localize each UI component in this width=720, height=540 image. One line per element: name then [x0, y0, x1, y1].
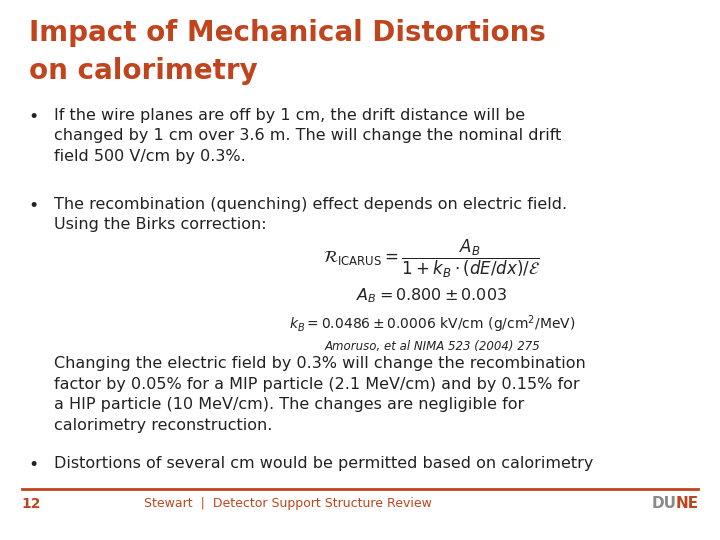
Text: Amoruso, et al NIMA 523 (2004) 275: Amoruso, et al NIMA 523 (2004) 275 [324, 340, 540, 353]
Text: Changing the electric field by 0.3% will change the recombination
factor by 0.05: Changing the electric field by 0.3% will… [54, 356, 586, 433]
Text: on calorimetry: on calorimetry [29, 57, 258, 85]
Text: NE: NE [675, 496, 698, 511]
Text: $A_B = 0.800 \pm 0.003$: $A_B = 0.800 \pm 0.003$ [356, 286, 508, 305]
Text: •: • [29, 108, 39, 126]
Text: $k_B = 0.0486 \pm 0.0006\ \mathrm{kV/cm\ (g/cm^2/MeV)}$: $k_B = 0.0486 \pm 0.0006\ \mathrm{kV/cm\… [289, 313, 575, 335]
Text: Distortions of several cm would be permitted based on calorimetry: Distortions of several cm would be permi… [54, 456, 593, 471]
Text: •: • [29, 197, 39, 215]
Text: 12: 12 [22, 497, 41, 511]
Text: Impact of Mechanical Distortions: Impact of Mechanical Distortions [29, 19, 546, 47]
Text: If the wire planes are off by 1 cm, the drift distance will be
changed by 1 cm o: If the wire planes are off by 1 cm, the … [54, 108, 562, 164]
Text: •: • [29, 456, 39, 474]
Text: $\mathcal{R}_{\mathrm{ICARUS}} = \dfrac{A_B}{1 + k_B \cdot (dE/dx)/\mathcal{E}}$: $\mathcal{R}_{\mathrm{ICARUS}} = \dfrac{… [323, 238, 541, 280]
Text: DU: DU [652, 496, 677, 511]
Text: Stewart  |  Detector Support Structure Review: Stewart | Detector Support Structure Rev… [144, 497, 432, 510]
Text: The recombination (quenching) effect depends on electric field.
Using the Birks : The recombination (quenching) effect dep… [54, 197, 567, 233]
